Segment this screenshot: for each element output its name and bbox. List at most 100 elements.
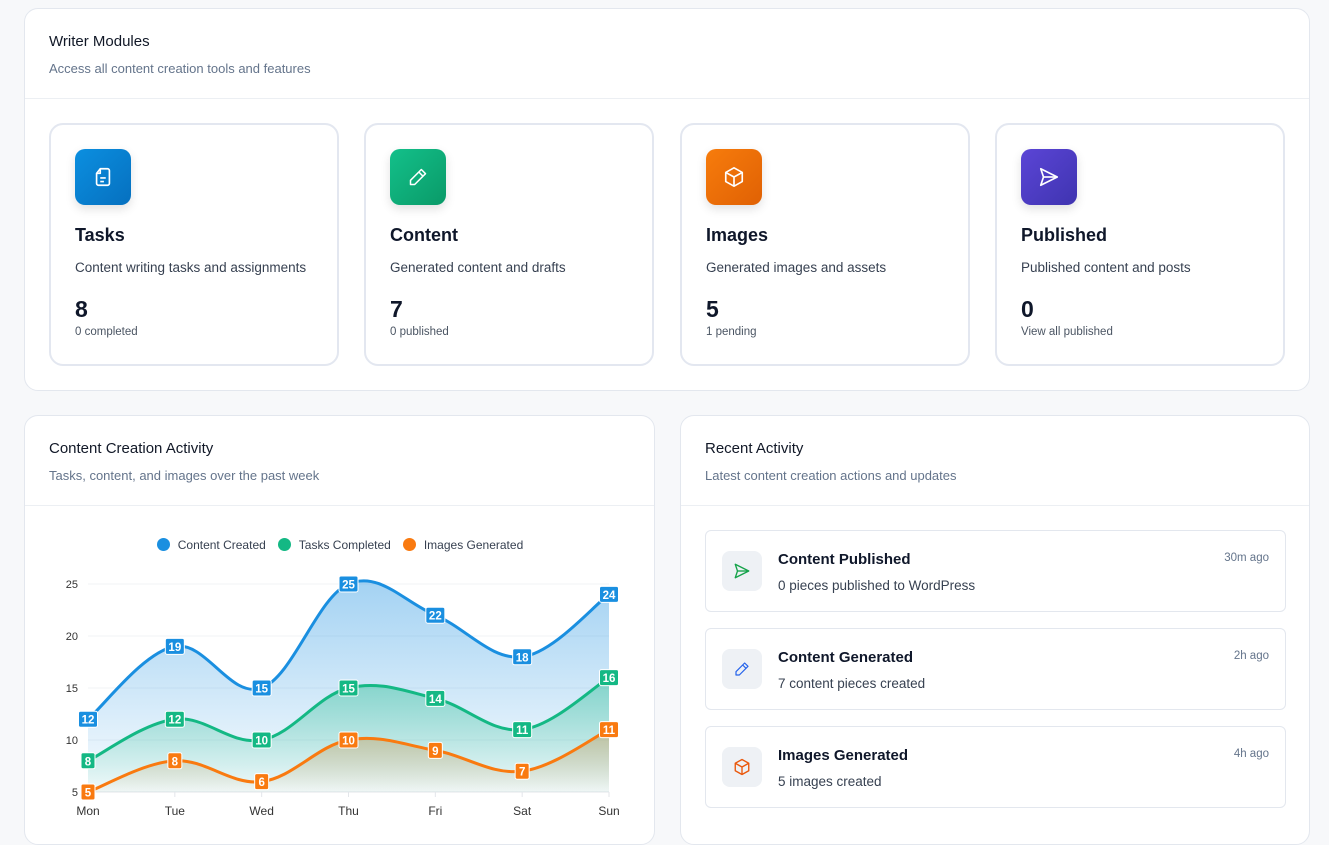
module-sub: 1 pending bbox=[706, 326, 757, 338]
legend-dot bbox=[402, 538, 416, 551]
module-desc: Content writing tasks and assignments bbox=[75, 260, 307, 275]
module-sub: View all published bbox=[1021, 326, 1113, 338]
data-label-box bbox=[251, 731, 272, 749]
activity-item[interactable]: Content Generated 7 content pieces creat… bbox=[705, 628, 1286, 710]
module-sub: 0 published bbox=[390, 326, 449, 338]
module-sub: 0 completed bbox=[75, 326, 138, 338]
data-label-box bbox=[78, 710, 98, 728]
data-label: 8 bbox=[172, 756, 179, 768]
writer-modules-card: Writer Modules Access all content creatio… bbox=[24, 8, 1310, 391]
legend-item[interactable]: Tasks Completed bbox=[277, 538, 391, 552]
module-title: Content bbox=[390, 225, 458, 245]
pencil-icon bbox=[390, 149, 446, 205]
module-tasks[interactable]: Tasks Content writing tasks and assignme… bbox=[49, 123, 339, 366]
data-label: 11 bbox=[516, 725, 529, 737]
data-label: 15 bbox=[255, 684, 268, 696]
section-title: Writer Modules bbox=[49, 33, 150, 50]
data-label: 8 bbox=[85, 756, 92, 768]
activity-chart-card: Content Creation Activity Tasks, content,… bbox=[24, 415, 655, 845]
legend-dot bbox=[277, 538, 291, 551]
data-label: 12 bbox=[82, 715, 95, 727]
data-label-box bbox=[80, 752, 96, 770]
module-content[interactable]: Content Generated content and drafts 7 0… bbox=[364, 123, 654, 366]
module-count: 0 bbox=[1021, 296, 1034, 322]
data-label-box bbox=[512, 648, 533, 666]
divider bbox=[681, 505, 1309, 506]
activity-desc: 5 images created bbox=[778, 774, 882, 789]
data-label: 11 bbox=[603, 725, 616, 737]
chart-legend: Content Created Tasks Completed Images G… bbox=[25, 538, 654, 552]
data-label-box bbox=[427, 741, 443, 759]
y-tick-label: 25 bbox=[66, 579, 78, 591]
activity-desc: 7 content pieces created bbox=[778, 676, 926, 691]
x-tick-label: Mon bbox=[76, 804, 99, 818]
y-tick-label: 5 bbox=[72, 787, 78, 799]
recent-activity-card: Recent Activity Latest content creation a… bbox=[680, 415, 1310, 845]
data-label: 12 bbox=[168, 715, 181, 727]
data-label: 14 bbox=[429, 694, 442, 706]
data-label-box bbox=[425, 606, 446, 624]
series-area bbox=[88, 729, 609, 792]
section-subtitle: Latest content creation actions and upda… bbox=[705, 468, 957, 483]
legend-item[interactable]: Images Generated bbox=[402, 538, 524, 552]
section-title: Content Creation Activity bbox=[49, 440, 214, 457]
activity-chart: 5 10 15 20 25 Mon Tue Wed Thu Fri Sat Sun 12 19 15 25 22… bbox=[66, 575, 620, 818]
legend-label: Content Created bbox=[177, 538, 266, 552]
legend-label: Images Generated bbox=[423, 538, 524, 552]
legend-dot bbox=[156, 538, 170, 551]
section-subtitle: Access all content creation tools and fe… bbox=[49, 61, 311, 76]
module-images[interactable]: Images Generated images and assets 5 1 p… bbox=[680, 123, 970, 366]
document-icon bbox=[75, 149, 131, 205]
data-label: 22 bbox=[429, 611, 442, 623]
x-tick-label: Wed bbox=[249, 804, 273, 818]
x-tick-label: Fri bbox=[428, 804, 442, 818]
activity-title: Content Generated bbox=[778, 649, 914, 666]
module-count: 8 bbox=[75, 296, 88, 322]
module-title: Published bbox=[1021, 225, 1108, 245]
data-label-box bbox=[599, 669, 619, 687]
data-label-box bbox=[254, 773, 270, 791]
data-label: 7 bbox=[519, 767, 525, 779]
divider bbox=[25, 98, 1309, 99]
module-title: Images bbox=[706, 225, 769, 245]
send-icon bbox=[722, 551, 762, 591]
activity-time: 2h ago bbox=[1233, 650, 1269, 662]
data-label: 16 bbox=[603, 673, 616, 685]
activity-desc: 0 pieces published to WordPress bbox=[778, 578, 976, 593]
module-count: 7 bbox=[390, 296, 403, 322]
data-label-box bbox=[164, 710, 185, 728]
data-label-box bbox=[167, 752, 183, 770]
data-label-box bbox=[251, 679, 272, 697]
module-desc: Generated images and assets bbox=[706, 260, 887, 275]
activity-title: Images Generated bbox=[778, 747, 909, 764]
data-label-box bbox=[338, 575, 359, 593]
data-label: 10 bbox=[255, 736, 268, 748]
divider bbox=[25, 505, 654, 506]
module-published[interactable]: Published Published content and posts 0 … bbox=[995, 123, 1285, 366]
module-desc: Published content and posts bbox=[1021, 260, 1191, 275]
data-label-box bbox=[599, 585, 619, 603]
legend-label: Tasks Completed bbox=[298, 538, 391, 552]
data-label-box bbox=[514, 762, 530, 780]
data-label: 19 bbox=[168, 642, 181, 654]
data-label-box bbox=[80, 783, 96, 801]
y-tick-label: 10 bbox=[66, 735, 78, 747]
x-tick-label: Sun bbox=[598, 804, 619, 818]
activity-item[interactable]: Content Published 0 pieces published to … bbox=[705, 530, 1286, 612]
activity-title: Content Published bbox=[778, 551, 911, 568]
data-label-box bbox=[512, 721, 533, 739]
x-tick-label: Thu bbox=[338, 804, 359, 818]
activity-time: 30m ago bbox=[1224, 552, 1269, 564]
activity-time: 4h ago bbox=[1233, 748, 1269, 760]
data-label: 9 bbox=[432, 746, 438, 758]
data-label-box bbox=[599, 721, 619, 739]
data-label-box bbox=[338, 679, 359, 697]
y-tick-label: 20 bbox=[66, 631, 78, 643]
activity-item[interactable]: Images Generated 5 images created 4h ago bbox=[705, 726, 1286, 808]
section-title: Recent Activity bbox=[705, 440, 804, 457]
module-desc: Generated content and drafts bbox=[390, 260, 566, 275]
legend-item[interactable]: Content Created bbox=[156, 538, 266, 552]
x-tick-label: Sat bbox=[513, 804, 532, 818]
pencil-icon bbox=[722, 649, 762, 689]
cube-icon bbox=[722, 747, 762, 787]
